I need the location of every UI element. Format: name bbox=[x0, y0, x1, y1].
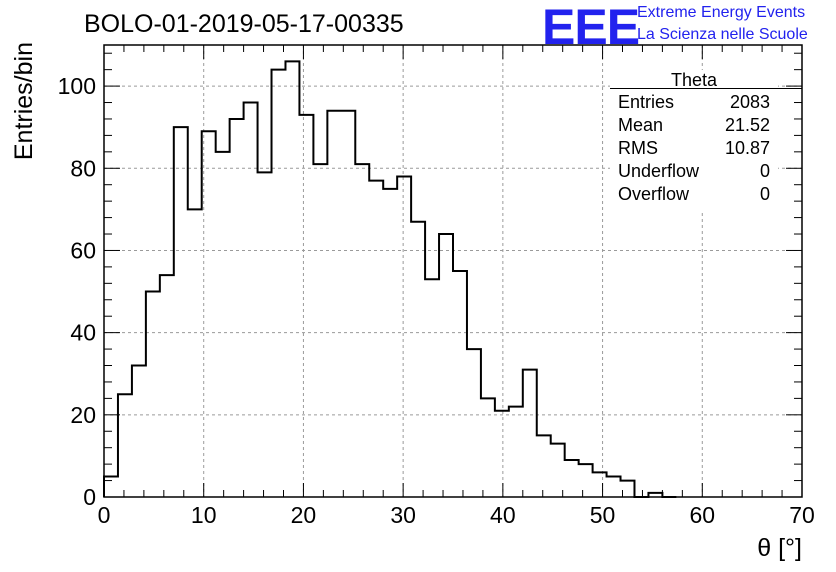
histogram-bin bbox=[299, 115, 313, 497]
stats-value: 2083 bbox=[729, 92, 770, 112]
stats-row-underflow: Underflow 0 bbox=[618, 161, 770, 183]
histogram-bin bbox=[509, 407, 523, 497]
stats-label: Overflow bbox=[618, 184, 690, 204]
histogram-bin bbox=[272, 70, 286, 497]
stats-box: Theta Entries 2083 Mean 21.52 RMS 10.87 … bbox=[610, 70, 802, 210]
stats-row-entries: Entries 2083 bbox=[618, 92, 770, 114]
histogram-bin bbox=[118, 394, 132, 497]
stats-title: Theta bbox=[670, 70, 718, 90]
stats-divider-ext bbox=[778, 88, 802, 89]
histogram-bin bbox=[481, 398, 495, 497]
axis-ticks bbox=[103, 45, 803, 498]
histogram-bin bbox=[244, 103, 258, 497]
histogram-bin bbox=[285, 61, 299, 497]
histogram-bin bbox=[411, 222, 425, 497]
histogram-bin bbox=[467, 349, 481, 497]
histogram-bin bbox=[537, 435, 551, 497]
x-tick-label: 40 bbox=[490, 502, 516, 528]
histogram-bin bbox=[146, 292, 160, 497]
histogram-bin bbox=[383, 189, 397, 497]
histogram-bin bbox=[104, 476, 118, 497]
histogram-bin bbox=[607, 476, 621, 497]
histogram-bin bbox=[174, 127, 188, 497]
histogram-bin bbox=[355, 164, 369, 497]
stats-divider bbox=[610, 88, 778, 89]
y-tick-label: 20 bbox=[70, 402, 96, 428]
stats-row-overflow: Overflow 0 bbox=[618, 184, 770, 206]
histogram-bin bbox=[551, 444, 565, 497]
histogram-bin bbox=[160, 275, 174, 497]
histogram-bin bbox=[565, 460, 579, 497]
y-tick-label: 40 bbox=[70, 320, 96, 346]
stats-value: 0 bbox=[759, 161, 770, 181]
stats-label: Entries bbox=[618, 92, 675, 112]
histogram-bin bbox=[425, 279, 439, 497]
y-tick-label: 100 bbox=[58, 73, 96, 99]
x-tick-label: 10 bbox=[191, 502, 217, 528]
histogram-series bbox=[103, 60, 677, 498]
eee-logo: EEE bbox=[542, 0, 640, 55]
histogram-bin bbox=[341, 111, 355, 497]
tick-labels: 0 10 20 30 40 50 60 70 0 20 40 60 80 100 bbox=[58, 73, 815, 528]
x-tick-label: 50 bbox=[590, 502, 616, 528]
histogram-outline bbox=[103, 60, 677, 498]
histogram-bin bbox=[593, 472, 607, 497]
stats-label: Underflow bbox=[618, 161, 700, 181]
logo-line-1: Extreme Energy Events bbox=[637, 4, 806, 21]
histogram-bin bbox=[439, 234, 453, 497]
x-tick-label: 20 bbox=[291, 502, 317, 528]
y-axis-label: Entries/bin bbox=[10, 42, 38, 160]
histogram-bin bbox=[313, 164, 327, 497]
x-tick-label: 70 bbox=[789, 502, 815, 528]
chart-title: BOLO-01-2019-05-17-00335 bbox=[84, 10, 404, 38]
stats-label: Mean bbox=[618, 115, 664, 135]
axes-frame bbox=[103, 44, 803, 498]
histogram-bin bbox=[132, 366, 146, 497]
stats-row-mean: Mean 21.52 bbox=[618, 115, 770, 137]
x-tick-label: 0 bbox=[98, 502, 111, 528]
logo-line-2: La Scienza nelle Scuole bbox=[637, 26, 808, 43]
x-tick-label: 30 bbox=[390, 502, 416, 528]
histogram-bin bbox=[397, 176, 411, 497]
histogram-bin bbox=[230, 119, 244, 497]
y-tick-label: 0 bbox=[83, 484, 96, 510]
x-tick-label: 60 bbox=[689, 502, 715, 528]
histogram-bin bbox=[453, 271, 467, 497]
stats-value: 21.52 bbox=[724, 115, 770, 135]
histogram-bin bbox=[258, 172, 272, 497]
stats-value: 0 bbox=[759, 184, 770, 204]
stats-row-rms: RMS 10.87 bbox=[618, 138, 770, 160]
x-axis-label: θ [°] bbox=[757, 534, 802, 562]
histogram-bin bbox=[188, 209, 202, 497]
histogram-bin bbox=[216, 152, 230, 497]
histogram-bin bbox=[495, 411, 509, 497]
y-tick-label: 60 bbox=[70, 237, 96, 263]
histogram-bin bbox=[523, 370, 537, 497]
histogram-bin bbox=[369, 181, 383, 497]
y-tick-label: 80 bbox=[70, 155, 96, 181]
histogram-bin bbox=[579, 464, 593, 497]
plot-frame bbox=[103, 44, 803, 498]
stats-label: RMS bbox=[618, 138, 658, 158]
stats-value: 10.87 bbox=[724, 138, 770, 158]
